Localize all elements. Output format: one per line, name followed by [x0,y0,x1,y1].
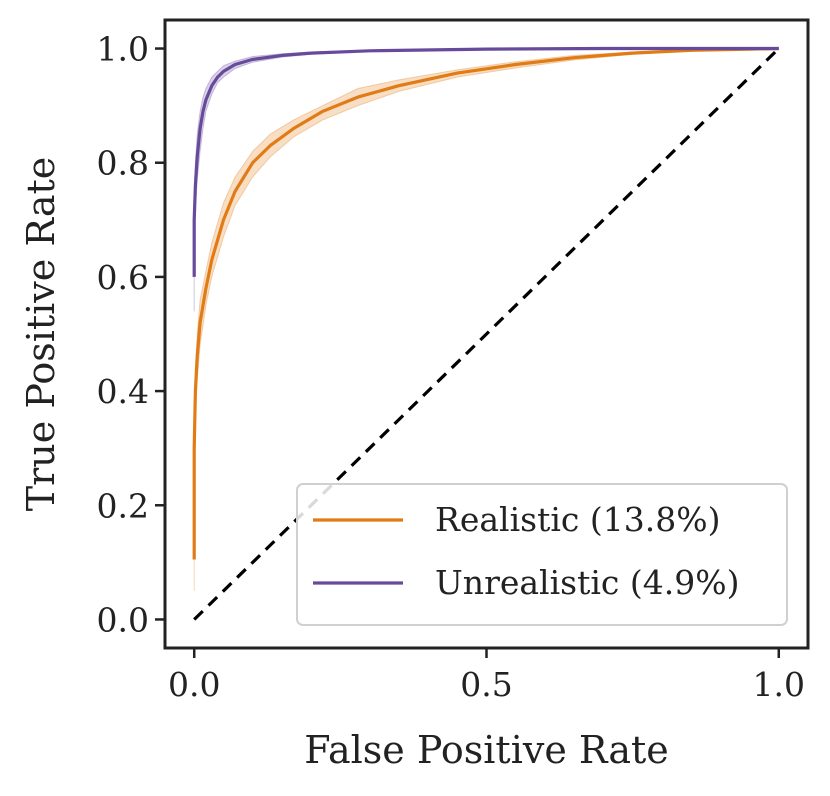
legend-label-realistic: Realistic (13.8%) [435,500,720,539]
y-tick-label: 0.2 [97,486,149,525]
x-tick-label: 0.5 [460,665,512,704]
line-diagonal [193,47,780,621]
y-tick-label: 0.8 [97,144,149,183]
y-axis-ticks: 0.0 0.2 0.4 0.6 0.8 1.0 [97,30,165,639]
y-tick-label: 0.0 [97,600,149,639]
line-realistic [192,46,779,560]
series-lines [192,46,780,621]
y-tick-label: 0.4 [97,372,149,411]
y-tick-label: 0.6 [97,258,149,297]
legend-box [296,483,788,626]
y-tick-label: 1.0 [97,30,149,69]
y-axis-title: True Positive Rate [19,157,63,511]
x-tick-label: 1.0 [753,665,805,704]
x-axis-title: False Positive Rate [304,728,669,772]
x-tick-label: 0.0 [168,665,220,704]
x-axis-ticks: 0.0 0.5 1.0 [168,648,805,704]
legend: Realistic (13.8%) Unrealistic (4.9%) [296,483,788,626]
legend-label-unrealistic: Unrealistic (4.9%) [435,563,739,602]
band-unrealistic [193,48,779,312]
line-unrealistic [192,46,779,277]
